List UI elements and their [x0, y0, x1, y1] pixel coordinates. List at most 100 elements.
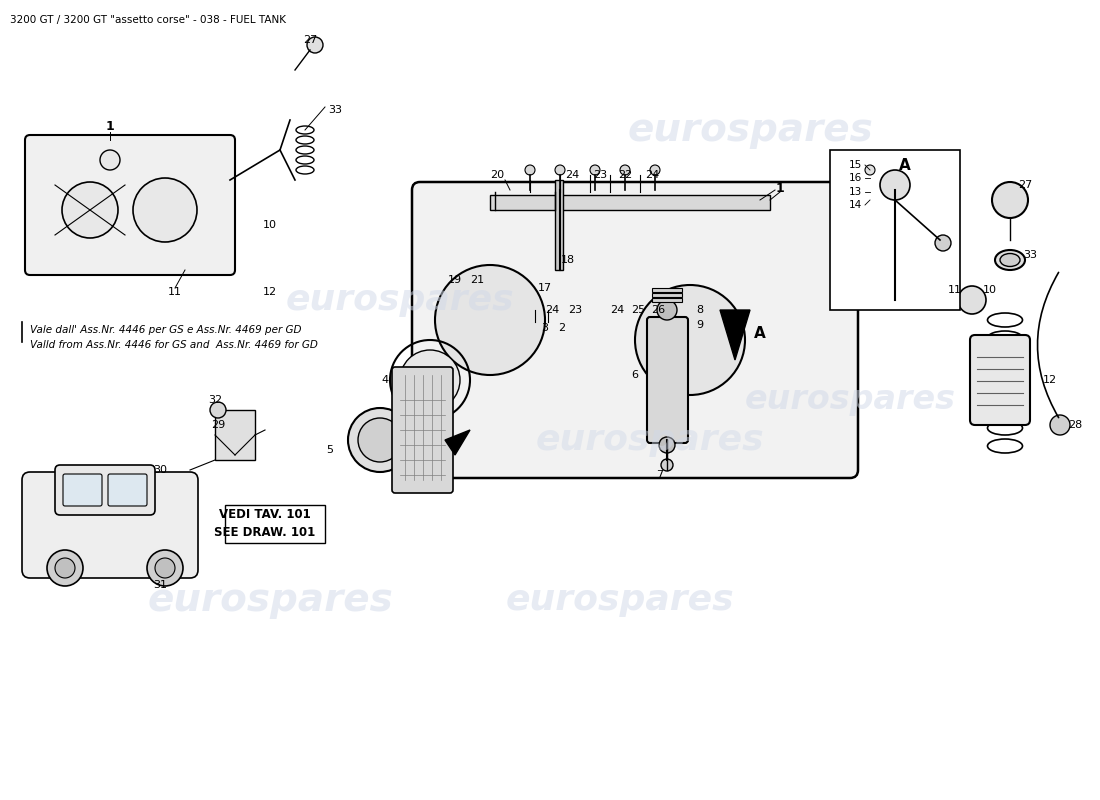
Text: 23: 23: [568, 305, 582, 315]
Text: 6: 6: [631, 370, 638, 380]
Circle shape: [133, 178, 197, 242]
Bar: [214, 410, 255, 460]
FancyBboxPatch shape: [392, 367, 453, 493]
Text: 2: 2: [559, 323, 565, 333]
Text: A: A: [755, 326, 766, 341]
Circle shape: [155, 558, 175, 578]
Circle shape: [47, 550, 82, 586]
Text: 1: 1: [106, 121, 114, 134]
Text: 1: 1: [776, 182, 784, 194]
Text: 27: 27: [1018, 180, 1032, 190]
Text: 30: 30: [153, 465, 167, 475]
Circle shape: [147, 550, 183, 586]
Text: 16: 16: [848, 173, 861, 183]
Bar: [556, 180, 563, 270]
Text: 31: 31: [153, 580, 167, 590]
Text: 9: 9: [696, 320, 704, 330]
Circle shape: [434, 265, 544, 375]
Circle shape: [525, 165, 535, 175]
Text: 4: 4: [382, 375, 388, 385]
Text: eurospares: eurospares: [627, 111, 873, 149]
Circle shape: [935, 235, 952, 251]
Text: 15: 15: [848, 160, 861, 170]
Text: 24: 24: [544, 305, 559, 315]
Circle shape: [62, 182, 118, 238]
Circle shape: [590, 165, 600, 175]
Text: eurospares: eurospares: [147, 581, 393, 619]
Text: Valld from Ass.Nr. 4446 for GS and  Ass.Nr. 4469 for GD: Valld from Ass.Nr. 4446 for GS and Ass.N…: [30, 340, 318, 350]
FancyBboxPatch shape: [647, 317, 688, 443]
Text: A: A: [899, 158, 911, 173]
Bar: [490, 195, 770, 210]
Text: 8: 8: [696, 305, 704, 315]
Bar: [226, 505, 324, 543]
FancyBboxPatch shape: [25, 135, 235, 275]
Text: 27: 27: [302, 35, 317, 45]
Text: 29: 29: [211, 420, 226, 430]
Text: 22: 22: [618, 170, 632, 180]
Text: 33: 33: [1023, 250, 1037, 260]
Polygon shape: [446, 430, 470, 455]
Circle shape: [556, 165, 565, 175]
Circle shape: [992, 182, 1028, 218]
FancyBboxPatch shape: [63, 474, 102, 506]
Circle shape: [635, 285, 745, 395]
Circle shape: [348, 408, 412, 472]
Text: eurospares: eurospares: [286, 283, 515, 317]
Text: VEDI TAV. 101: VEDI TAV. 101: [219, 509, 311, 522]
Text: eurospares: eurospares: [506, 583, 735, 617]
Circle shape: [55, 558, 75, 578]
Circle shape: [650, 165, 660, 175]
Bar: [830, 150, 960, 310]
Text: 10: 10: [263, 220, 277, 230]
Circle shape: [210, 402, 225, 418]
Circle shape: [358, 418, 402, 462]
FancyBboxPatch shape: [412, 182, 858, 478]
FancyBboxPatch shape: [970, 335, 1030, 425]
Text: 20: 20: [490, 170, 504, 180]
Text: 24: 24: [645, 170, 659, 180]
Bar: [652, 288, 682, 292]
Circle shape: [620, 165, 630, 175]
Circle shape: [400, 350, 460, 410]
Text: 19: 19: [448, 275, 462, 285]
Text: 12: 12: [1043, 375, 1057, 385]
Circle shape: [865, 165, 874, 175]
Text: 11: 11: [948, 285, 962, 295]
Text: 32: 32: [208, 395, 222, 405]
Text: 3200 GT / 3200 GT "assetto corse" - 038 - FUEL TANK: 3200 GT / 3200 GT "assetto corse" - 038 …: [10, 15, 286, 25]
Circle shape: [1050, 415, 1070, 435]
Text: 12: 12: [263, 287, 277, 297]
Text: 7: 7: [657, 470, 663, 480]
Circle shape: [661, 459, 673, 471]
Text: Vale dall' Ass.Nr. 4446 per GS e Ass.Nr. 4469 per GD: Vale dall' Ass.Nr. 4446 per GS e Ass.Nr.…: [30, 325, 301, 335]
Text: 14: 14: [848, 200, 861, 210]
Text: 26: 26: [651, 305, 666, 315]
Text: 23: 23: [593, 170, 607, 180]
Text: 13: 13: [848, 187, 861, 197]
Text: 17: 17: [538, 283, 552, 293]
Text: 18: 18: [561, 255, 575, 265]
Text: eurospares: eurospares: [536, 423, 764, 457]
Text: 25: 25: [631, 305, 645, 315]
Ellipse shape: [996, 250, 1025, 270]
Bar: [652, 298, 682, 302]
Text: 33: 33: [328, 105, 342, 115]
Circle shape: [880, 170, 910, 200]
Circle shape: [659, 437, 675, 453]
Text: 11: 11: [168, 287, 182, 297]
Circle shape: [958, 286, 986, 314]
Text: 5: 5: [327, 445, 333, 455]
FancyBboxPatch shape: [55, 465, 155, 515]
Text: 28: 28: [1068, 420, 1082, 430]
Text: eurospares: eurospares: [745, 383, 956, 417]
Bar: [652, 293, 682, 297]
Text: SEE DRAW. 101: SEE DRAW. 101: [214, 526, 316, 538]
Circle shape: [307, 37, 323, 53]
Text: 24: 24: [565, 170, 579, 180]
Ellipse shape: [1000, 254, 1020, 266]
FancyBboxPatch shape: [108, 474, 147, 506]
Text: 3: 3: [541, 323, 549, 333]
Text: 24: 24: [609, 305, 624, 315]
Text: 21: 21: [470, 275, 484, 285]
